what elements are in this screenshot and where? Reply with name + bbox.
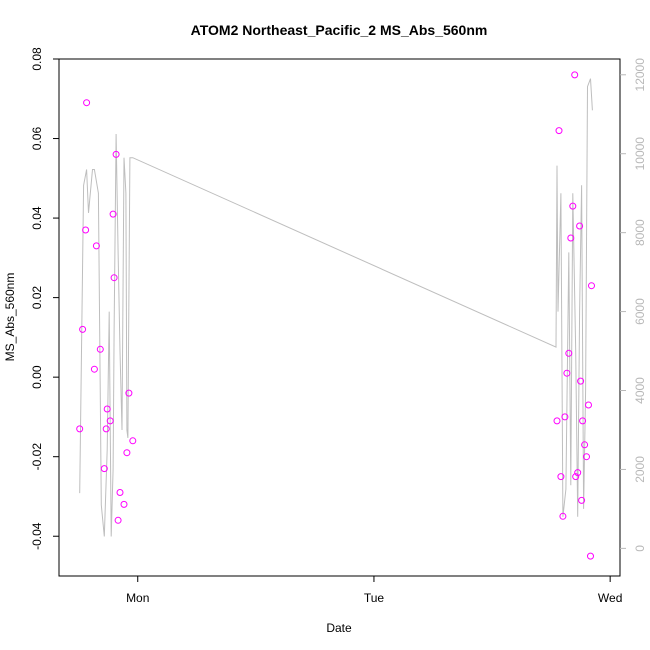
data-point — [588, 282, 595, 290]
data-point — [114, 516, 122, 524]
data-point — [106, 417, 114, 425]
data-point — [129, 437, 137, 445]
y-tick-label: 0.08 — [30, 47, 44, 71]
data-point — [79, 325, 87, 333]
plot-area-frame — [58, 58, 621, 577]
x-tick-label: Mon — [126, 591, 149, 605]
y2-tick-label: 0 — [633, 545, 647, 552]
y-tick-label: 0.04 — [30, 206, 44, 230]
data-point — [102, 425, 110, 433]
y2-tick-label: 6000 — [633, 298, 647, 325]
data-point — [587, 552, 594, 560]
y2-tick-label: 10000 — [633, 137, 647, 171]
data-point — [555, 127, 563, 135]
y2-tick-label: 8000 — [633, 219, 647, 246]
data-point — [569, 202, 577, 210]
data-point — [567, 234, 575, 242]
series-line-layer — [79, 78, 593, 537]
data-point — [565, 349, 573, 357]
data-point — [585, 401, 592, 409]
y-tick-label: -0.04 — [30, 522, 44, 550]
data-point — [576, 222, 584, 230]
data-point — [583, 453, 590, 461]
x-axis: Mon Tue Wed — [126, 576, 622, 605]
y-axis-right: 0 2000 4000 6000 8000 10000 12000 — [620, 58, 647, 552]
x-tick-label: Tue — [364, 591, 385, 605]
data-point — [563, 369, 571, 377]
y-tick-label: -0.02 — [30, 443, 44, 471]
data-point — [553, 417, 561, 425]
series-points-layer — [76, 71, 595, 560]
data-point — [96, 345, 104, 353]
data-point — [577, 377, 585, 385]
data-point — [581, 441, 589, 449]
data-point — [557, 473, 565, 481]
data-point — [120, 500, 128, 508]
series-line — [79, 78, 593, 537]
data-point — [110, 274, 118, 282]
y-axis-left: -0.04 -0.02 0.00 0.02 0.04 0.06 0.08 — [30, 47, 59, 550]
data-point — [116, 489, 124, 496]
y2-tick-label: 4000 — [633, 377, 647, 404]
data-point — [561, 413, 569, 421]
data-point — [572, 473, 580, 481]
data-point — [125, 389, 133, 397]
x-axis-label: Date — [326, 621, 352, 635]
data-point — [83, 99, 91, 107]
y2-tick-label: 2000 — [633, 456, 647, 483]
y-tick-label: 0.02 — [30, 286, 44, 310]
data-point — [100, 465, 108, 473]
y-axis-label: MS_Abs_560nm — [3, 273, 17, 362]
data-point — [82, 226, 90, 234]
x-tick-label: Wed — [598, 591, 622, 605]
data-point — [92, 242, 100, 250]
data-point — [574, 469, 582, 477]
y2-tick-label: 12000 — [633, 58, 647, 92]
data-point — [112, 150, 120, 158]
y-tick-label: 0.06 — [30, 127, 44, 151]
chart-title: ATOM2 Northeast_Pacific_2 MS_Abs_560nm — [191, 22, 488, 38]
data-point — [123, 449, 131, 457]
data-point — [571, 71, 579, 79]
data-point — [559, 512, 567, 520]
data-point — [103, 405, 111, 413]
data-point — [578, 496, 586, 504]
data-point — [109, 210, 117, 218]
data-point — [76, 425, 84, 433]
data-point — [90, 365, 98, 373]
data-point — [579, 417, 587, 425]
y-tick-label: 0.00 — [30, 365, 44, 389]
